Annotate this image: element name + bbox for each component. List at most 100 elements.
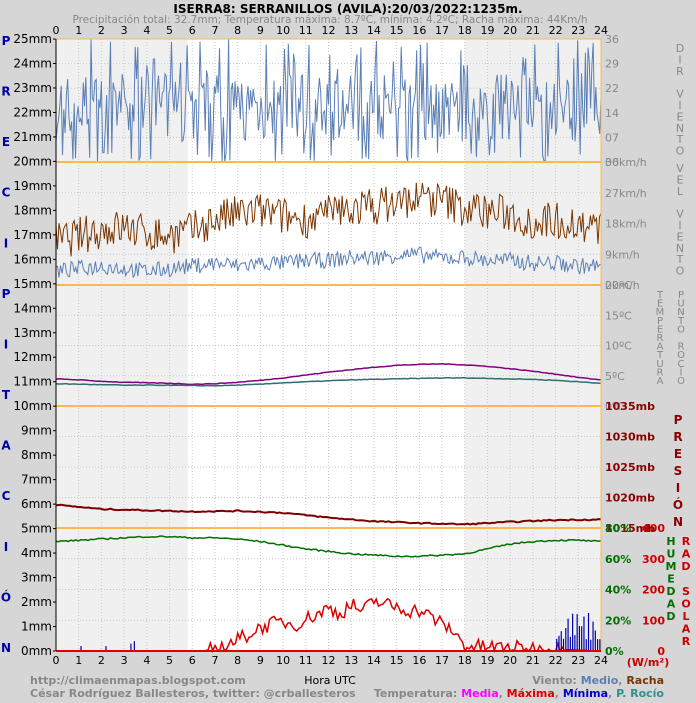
left-label-char: P	[2, 34, 11, 48]
left-tick-label: 4mm	[21, 546, 52, 560]
x-tick-label-bottom: 18	[458, 654, 472, 667]
x-tick-label-top: 8	[234, 24, 241, 37]
right-label-char: E	[657, 324, 663, 335]
left-tick-label: 7mm	[21, 473, 52, 487]
chart-title: ISERRA8: SERRANILLOS (AVILA):20/03/2022:…	[173, 2, 522, 16]
right-tick-label-pressure: 1035mb	[605, 400, 655, 413]
left-tick-label: 5mm	[21, 522, 52, 536]
x-tick-label-top: 18	[458, 24, 472, 37]
right-vertical-labels: DIRVIENTOVELVIENTOTEMPERATURAPUNTOROCÍOP…	[656, 42, 691, 648]
right-label-char: A	[667, 598, 676, 611]
right-label-char: O	[676, 265, 685, 278]
right-label-char: O	[681, 598, 690, 611]
left-tick-label: 23mm	[13, 81, 52, 95]
left-tick-label: 10mm	[13, 399, 52, 413]
right-label-char: R	[673, 430, 682, 444]
left-label-char: P	[2, 287, 11, 301]
right-tick-label-wind_speed: 18km/h	[605, 218, 647, 231]
footer-author: César Rodríguez Ballesteros, twitter: @c…	[30, 687, 356, 700]
left-tick-label: 18mm	[13, 203, 52, 217]
left-tick-label: 17mm	[13, 228, 52, 242]
right-label-char: R	[682, 635, 691, 648]
right-label-char: N	[676, 122, 684, 135]
x-tick-label-top: 20	[503, 24, 517, 37]
x-tick-label-top: 5	[166, 24, 173, 37]
legend-sep: ,	[499, 687, 503, 700]
right-label-char: V	[676, 162, 684, 175]
left-label-char: A	[1, 439, 11, 453]
right-label-char: M	[656, 307, 665, 318]
x-tick-label-top: 9	[257, 24, 264, 37]
x-tick-label-bottom: 12	[322, 654, 336, 667]
right-label-char: T	[677, 316, 685, 327]
x-tick-label-bottom: 1	[75, 654, 82, 667]
right-tick-label-pressure: 1015mb	[605, 522, 655, 535]
x-tick-label-bottom: 22	[549, 654, 563, 667]
x-axis-top: 0 1 2 3 4 5 6 7 8 9 10 11 12 13 14 15 16 17 18 19 20 21 22 23 24	[53, 24, 609, 37]
right-tick-label-pressure: 1025mb	[605, 461, 655, 474]
right-tick-label-humidity_radiation: 300	[642, 553, 665, 566]
left-tick-label: 13mm	[13, 326, 52, 340]
right-label-char: N	[677, 307, 684, 318]
right-label-char: I	[678, 99, 681, 112]
left-tick-label: 21mm	[13, 130, 52, 144]
right-tick-label-humidity_radiation: 0%	[605, 645, 624, 658]
right-tick-label-temperature: 20ºC	[605, 279, 632, 292]
left-tick-label: 15mm	[13, 277, 52, 291]
right-label-char: R	[678, 342, 685, 353]
left-tick-label: 16mm	[13, 252, 52, 266]
x-tick-label-top: 23	[571, 24, 585, 37]
left-label-char: I	[4, 540, 8, 554]
right-label-char: L	[677, 185, 684, 198]
series-temp-min	[55, 376, 602, 387]
series-pressure	[55, 503, 602, 526]
grid-lines	[53, 38, 602, 652]
legend-temp-maxima: Máxima	[507, 687, 555, 700]
right-label-char: L	[682, 610, 689, 623]
x-tick-label-bottom: 10	[276, 654, 290, 667]
right-label-char: A	[657, 376, 664, 387]
series-temp-max	[55, 363, 602, 386]
series-wind-direction	[55, 39, 602, 163]
right-label-char: R	[682, 535, 691, 548]
right-label-char: I	[678, 219, 681, 232]
right-tick-label-temperature: 5ºC	[605, 370, 625, 383]
right-label-char: E	[677, 230, 684, 243]
series-wind-gust	[55, 182, 602, 257]
right-label-char: D	[666, 585, 675, 598]
right-label-char: P	[678, 290, 684, 301]
right-tick-label-wind_speed: 27km/h	[605, 187, 647, 200]
left-label-char: T	[2, 388, 11, 402]
right-tick-label-pressure: 1020mb	[605, 492, 655, 505]
legend-temp-media: Media	[461, 687, 498, 700]
right-label-char: P	[674, 413, 683, 427]
left-tick-label: 25mm	[13, 32, 52, 46]
right-label-char: C	[678, 359, 685, 370]
right-tick-label-wind_direction: 22	[605, 82, 619, 95]
left-label-char: C	[2, 186, 11, 200]
x-tick-label-bottom: 8	[234, 654, 241, 667]
x-axis-bottom: 0 1 2 3 4 5 6 7 8 9 10 11 12 13 14 15 16 17 18 19 20 21 22 23 24	[53, 654, 609, 667]
x-tick-label-top: 22	[549, 24, 563, 37]
right-label-char: U	[656, 359, 663, 370]
left-tick-label: 19mm	[13, 179, 52, 193]
right-label-char: T	[676, 133, 684, 146]
right-label-char: A	[657, 342, 664, 353]
left-vertical-label: P R E C I P I T A C I Ó N	[1, 34, 11, 655]
x-tick-label-bottom: 6	[189, 654, 196, 667]
x-tick-label-top: 15	[390, 24, 404, 37]
right-label-char: U	[667, 548, 676, 561]
left-label-char: C	[2, 489, 11, 503]
left-tick-label: 14mm	[13, 301, 52, 315]
left-tick-label: 3mm	[21, 571, 52, 585]
x-tick-label-top: 3	[121, 24, 128, 37]
right-label-char: R	[676, 65, 684, 78]
x-tick-label-top: 13	[344, 24, 358, 37]
right-label-char: H	[666, 535, 675, 548]
right-tick-label-wind_direction: 29	[605, 58, 619, 71]
right-label-char: M	[666, 560, 677, 573]
x-tick-label-top: 21	[526, 24, 540, 37]
x-tick-label-bottom: 4	[143, 654, 150, 667]
x-tick-label-top: 1	[75, 24, 82, 37]
